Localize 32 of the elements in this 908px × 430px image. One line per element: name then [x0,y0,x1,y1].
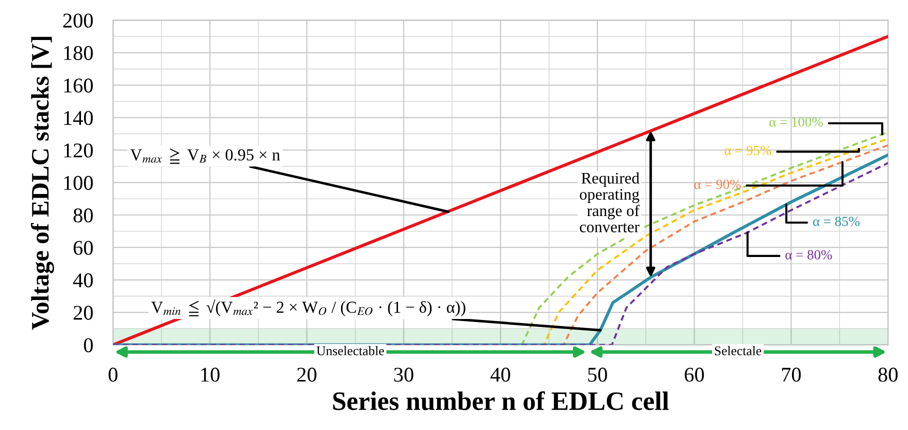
series-label: α = 100% [769,117,823,127]
y-tick-label: 0 [84,338,93,352]
y-tick-label: 160 [64,78,93,93]
x-tick-label: 40 [490,368,510,382]
y-axis-title: Voltage of EDLC stacks [V] [30,36,54,330]
x-tick-label: 60 [684,368,704,382]
y-tick-label: 100 [64,176,93,190]
band-label: Selectale [714,346,762,356]
text: V$_{min}$ ≦ √(V$_{max}$² − 2 × W$_{O}$ / (C$_{EO}$ · (1 − δ) · α)) [151,300,466,316]
annotation: Required operating range of converter [580,172,640,232]
x-axis-title: Series number n of EDLC cell [333,391,669,410]
y-tick-label: 200 [63,14,93,28]
x-tick-label: 0 [108,368,118,382]
y-tick-label: 40 [73,273,93,288]
y-tick-label: 60 [74,240,93,255]
x-tick-label: 30 [394,368,414,382]
band-label: Unselectable [316,346,384,356]
series-label: α = 95% [724,146,772,156]
text: α = 80% [785,250,832,260]
series-label: α = 90% [694,180,741,190]
x-tick-label: 50 [588,368,608,382]
y-tick-label: 20 [74,306,93,320]
annotation: V$_{max}$ ≧ V$_{B}$ × 0.95 × n [130,148,280,164]
y-tick-label: 80 [74,208,93,222]
x-tick-label: 20 [297,368,316,382]
y-tick-label: 120 [64,143,93,158]
x-tick-label: 80 [878,368,898,382]
x-tick-label: 70 [782,368,801,382]
x-tick-label: 10 [201,368,220,382]
y-tick-label: 140 [64,110,93,126]
y-tick-label: 180 [64,46,93,60]
series-label: α = 85% [813,216,860,226]
